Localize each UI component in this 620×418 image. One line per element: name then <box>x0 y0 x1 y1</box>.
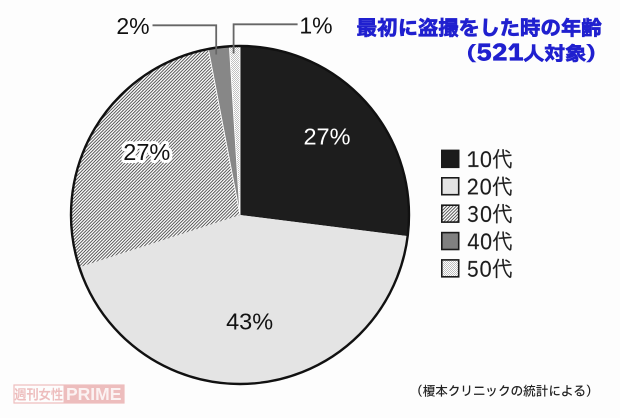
svg-text:PRIME: PRIME <box>66 384 121 404</box>
svg-text:27%: 27% <box>123 139 170 165</box>
svg-text:43%: 43% <box>226 308 273 334</box>
svg-text:2%: 2% <box>116 13 149 39</box>
svg-text:27%: 27% <box>303 123 350 149</box>
svg-text:1%: 1% <box>299 13 332 39</box>
